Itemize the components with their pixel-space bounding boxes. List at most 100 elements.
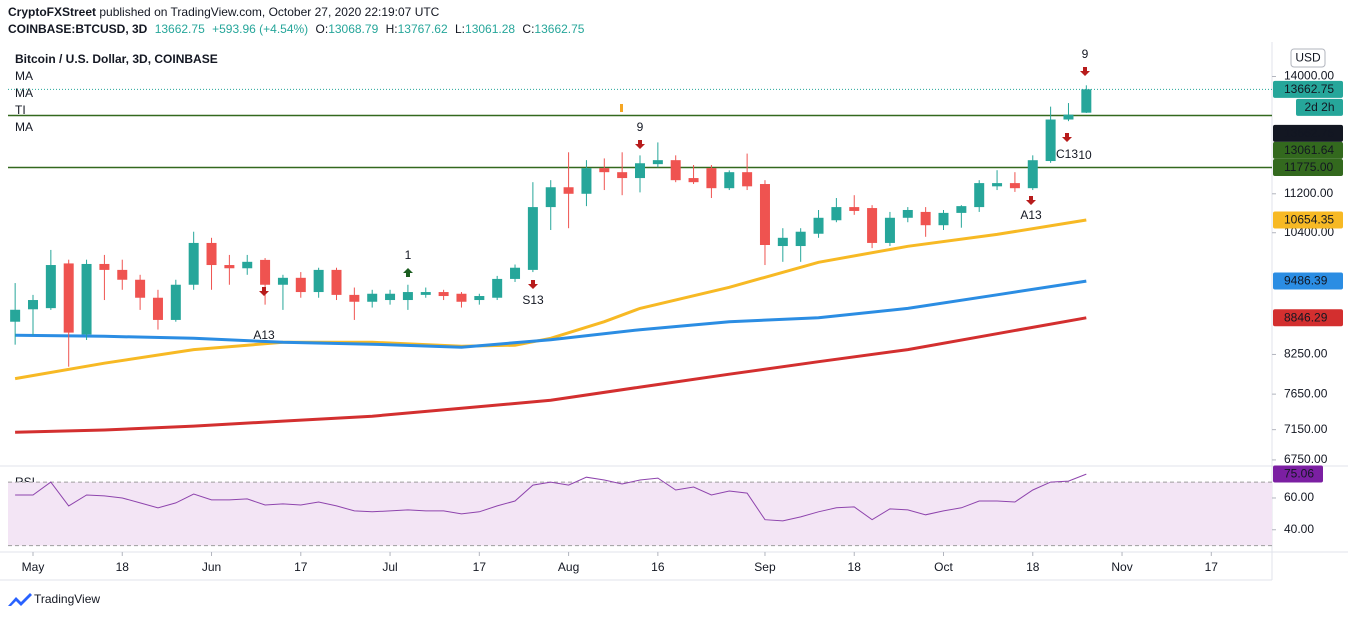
- moving-average: [15, 316, 1087, 434]
- candle-body: [742, 172, 753, 187]
- candle-body: [1063, 114, 1074, 120]
- rsi-tag-label: 75.06: [1284, 467, 1314, 481]
- candle-body: [635, 163, 645, 179]
- ohlc-label: H:: [385, 22, 398, 36]
- candle-body: [385, 293, 396, 301]
- currency-box: [1290, 48, 1326, 68]
- price-tag: [1273, 158, 1343, 176]
- published: published on TradingView.com, October 27…: [99, 5, 440, 19]
- x-tick-label: Jul: [382, 560, 397, 574]
- candle-body: [242, 261, 253, 269]
- price-tag-label: 10654.35: [1284, 213, 1334, 227]
- candle-body: [902, 209, 913, 218]
- price-tag: [1273, 309, 1343, 327]
- candle-body: [777, 237, 788, 247]
- candle-body: [10, 309, 21, 322]
- candle-body: [99, 263, 110, 270]
- down-arrow: [1080, 67, 1090, 76]
- price-tag: [1273, 272, 1343, 290]
- candle-body: [974, 183, 985, 208]
- y-tick-label: 14000.00: [1284, 69, 1334, 83]
- price-tag-label: 11775.00: [1284, 160, 1333, 174]
- candle-body: [420, 292, 431, 295]
- candle-body: [563, 187, 574, 194]
- ohlc-label: L:: [455, 22, 466, 36]
- up-arrow: [403, 268, 413, 277]
- x-tick-label: Sep: [754, 560, 776, 574]
- candle-body: [1009, 183, 1020, 189]
- candle-body: [295, 277, 306, 293]
- candle-body: [349, 294, 360, 302]
- candle-body: [992, 183, 1003, 187]
- rsi-tag: [1273, 465, 1323, 483]
- candle-body: [170, 284, 181, 320]
- candle-body: [545, 187, 556, 208]
- currency: USD: [1295, 51, 1321, 65]
- y-tick-label: 11200.00: [1284, 186, 1333, 200]
- indicator-label: TI: [15, 103, 26, 117]
- candle-body: [456, 293, 467, 302]
- annotation: S13: [522, 293, 544, 307]
- footer-logo: [8, 593, 32, 606]
- candle-body: [117, 269, 128, 280]
- candle-body: [492, 278, 503, 298]
- x-tick-label: 18: [116, 560, 130, 574]
- candle-body: [831, 207, 842, 221]
- candle-body: [1027, 160, 1038, 189]
- candle-body: [795, 231, 806, 247]
- ohlc-value: 13767.62: [397, 22, 448, 36]
- quote-line: COINBASE:BTCUSD, 3D 13662.75 +593.96 (+4…: [8, 22, 588, 36]
- x-tick-label: Jun: [202, 560, 221, 574]
- candle-body: [813, 217, 824, 234]
- logo-shape: [8, 593, 32, 606]
- x-tick-label: Oct: [934, 560, 953, 574]
- candle-body: [474, 296, 485, 301]
- x-tick-label: 18: [848, 560, 862, 574]
- down-arrow: [1026, 196, 1036, 205]
- header-line: CryptoFXStreet published on TradingView.…: [8, 5, 443, 19]
- candle-body: [438, 292, 449, 297]
- ohlc-value: 13068.79: [328, 22, 379, 36]
- candle-body: [27, 300, 38, 310]
- price-tag-label: 13662.75: [1284, 126, 1334, 140]
- indicator-label: MA: [15, 86, 33, 100]
- countdown: 2d 2h: [1304, 100, 1334, 114]
- candle-body: [920, 211, 931, 226]
- candle-body: [652, 160, 663, 165]
- price-tag-label: 9486.39: [1284, 274, 1328, 288]
- candle-body: [402, 292, 413, 301]
- ohlc-value: 13061.28: [465, 22, 516, 36]
- x-tick-label: 18: [1026, 560, 1040, 574]
- candle-body: [331, 269, 342, 295]
- candle-body: [1045, 119, 1056, 162]
- price-tag: [1273, 141, 1343, 159]
- rsi-band: [8, 482, 1272, 546]
- down-arrow: [1062, 133, 1072, 142]
- ohlc-label: C:: [522, 22, 535, 36]
- x-tick-label: 16: [651, 560, 665, 574]
- y-tick-label: 60.00: [1284, 490, 1314, 504]
- candle-body: [670, 160, 681, 181]
- candle-body: [599, 168, 610, 173]
- candle-body: [724, 172, 735, 189]
- footer-text: TradingView: [34, 592, 100, 606]
- x-tick-label: 17: [1205, 560, 1219, 574]
- y-tick-label: 40.00: [1284, 522, 1314, 536]
- candle-body: [45, 265, 56, 309]
- candle-body: [849, 207, 860, 211]
- indicator-label: MA: [15, 69, 33, 83]
- down-arrow: [259, 287, 269, 296]
- candle-body: [277, 277, 288, 285]
- annotation: 9: [637, 120, 644, 134]
- annotation: C13: [1056, 147, 1078, 161]
- countdown-box: [1296, 98, 1343, 116]
- chart-title: Bitcoin / U.S. Dollar, 3D, COINBASE: [15, 52, 218, 66]
- candle-body: [1081, 89, 1092, 113]
- candle-body: [135, 279, 146, 298]
- y-tick-label: 8250.00: [1284, 347, 1328, 361]
- price-tag-label: 8846.29: [1284, 310, 1328, 324]
- x-tick-label: Aug: [558, 560, 579, 574]
- marker: [620, 104, 623, 112]
